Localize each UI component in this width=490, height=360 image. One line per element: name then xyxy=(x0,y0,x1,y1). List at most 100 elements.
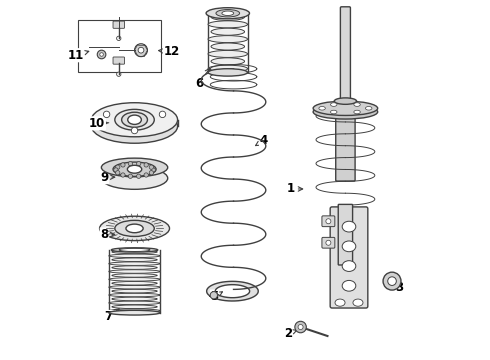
Ellipse shape xyxy=(112,266,157,269)
FancyBboxPatch shape xyxy=(338,204,353,265)
Circle shape xyxy=(149,171,153,175)
Circle shape xyxy=(326,240,331,245)
Circle shape xyxy=(210,292,218,299)
Ellipse shape xyxy=(112,305,157,309)
Ellipse shape xyxy=(342,261,356,271)
Circle shape xyxy=(103,111,110,118)
Ellipse shape xyxy=(366,107,372,110)
FancyBboxPatch shape xyxy=(322,216,335,226)
Circle shape xyxy=(128,162,133,166)
Circle shape xyxy=(138,47,144,53)
Ellipse shape xyxy=(101,158,168,177)
Ellipse shape xyxy=(109,309,160,312)
Ellipse shape xyxy=(112,289,157,293)
Ellipse shape xyxy=(112,282,157,285)
Ellipse shape xyxy=(112,274,157,277)
Ellipse shape xyxy=(211,13,245,21)
Circle shape xyxy=(114,168,118,172)
Circle shape xyxy=(116,165,120,169)
Text: 12: 12 xyxy=(159,45,180,58)
Circle shape xyxy=(137,174,141,179)
Ellipse shape xyxy=(115,220,154,237)
Polygon shape xyxy=(207,282,258,301)
Ellipse shape xyxy=(211,28,245,35)
Ellipse shape xyxy=(353,299,363,306)
Ellipse shape xyxy=(354,110,360,114)
Ellipse shape xyxy=(206,8,249,19)
Text: 7: 7 xyxy=(105,309,119,324)
Text: 11: 11 xyxy=(68,49,89,62)
Circle shape xyxy=(131,127,138,134)
Ellipse shape xyxy=(313,105,378,119)
Ellipse shape xyxy=(92,109,177,143)
FancyBboxPatch shape xyxy=(336,100,355,181)
Ellipse shape xyxy=(222,11,234,15)
Circle shape xyxy=(383,272,401,290)
Text: 6: 6 xyxy=(195,68,210,90)
Ellipse shape xyxy=(109,270,160,273)
Ellipse shape xyxy=(208,36,247,42)
FancyBboxPatch shape xyxy=(113,21,124,28)
Circle shape xyxy=(210,292,218,299)
Ellipse shape xyxy=(211,58,245,65)
Circle shape xyxy=(295,321,306,333)
Text: 10: 10 xyxy=(89,117,109,130)
FancyBboxPatch shape xyxy=(113,57,124,64)
Ellipse shape xyxy=(208,21,247,28)
FancyBboxPatch shape xyxy=(341,7,350,102)
Ellipse shape xyxy=(331,103,337,106)
Circle shape xyxy=(151,168,155,172)
Text: 8: 8 xyxy=(100,228,115,241)
Ellipse shape xyxy=(112,297,157,301)
Circle shape xyxy=(137,162,141,166)
Ellipse shape xyxy=(331,110,337,114)
Ellipse shape xyxy=(216,10,240,17)
Ellipse shape xyxy=(109,278,160,281)
Ellipse shape xyxy=(92,103,177,137)
Text: 1: 1 xyxy=(287,183,303,195)
Circle shape xyxy=(144,173,148,177)
Circle shape xyxy=(97,50,106,59)
Ellipse shape xyxy=(127,165,142,173)
Ellipse shape xyxy=(109,285,160,289)
Ellipse shape xyxy=(354,103,360,106)
Circle shape xyxy=(388,277,396,285)
Text: 5: 5 xyxy=(210,290,222,303)
FancyBboxPatch shape xyxy=(78,21,161,72)
Ellipse shape xyxy=(113,162,156,176)
Ellipse shape xyxy=(109,254,160,257)
Circle shape xyxy=(144,163,148,167)
Ellipse shape xyxy=(109,310,160,315)
Circle shape xyxy=(149,165,153,169)
Ellipse shape xyxy=(342,280,356,291)
FancyBboxPatch shape xyxy=(330,207,368,308)
Ellipse shape xyxy=(128,115,141,125)
Ellipse shape xyxy=(335,299,345,306)
Text: 4: 4 xyxy=(256,134,268,147)
Text: 2: 2 xyxy=(284,327,297,340)
Ellipse shape xyxy=(208,50,247,58)
Ellipse shape xyxy=(109,262,160,265)
Ellipse shape xyxy=(342,221,356,232)
Circle shape xyxy=(116,171,120,175)
Ellipse shape xyxy=(313,101,378,116)
Ellipse shape xyxy=(126,224,143,233)
Circle shape xyxy=(100,53,103,56)
Circle shape xyxy=(121,163,125,167)
FancyBboxPatch shape xyxy=(322,237,335,248)
Ellipse shape xyxy=(99,216,170,240)
Ellipse shape xyxy=(122,112,147,127)
Ellipse shape xyxy=(111,248,158,252)
Circle shape xyxy=(298,324,303,329)
Circle shape xyxy=(135,44,147,57)
Circle shape xyxy=(117,36,121,41)
Ellipse shape xyxy=(334,98,357,104)
Ellipse shape xyxy=(319,107,325,110)
Circle shape xyxy=(121,173,125,177)
Ellipse shape xyxy=(342,241,356,252)
Ellipse shape xyxy=(109,301,160,305)
Text: 9: 9 xyxy=(100,171,115,184)
Ellipse shape xyxy=(208,65,247,72)
Ellipse shape xyxy=(211,43,245,50)
Ellipse shape xyxy=(112,258,157,261)
